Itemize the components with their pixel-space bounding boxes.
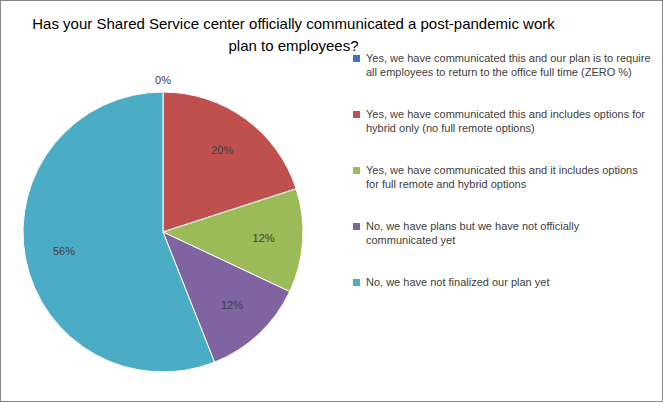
svg-text:56%: 56% <box>53 245 75 257</box>
html-text:Yes, we have communicated this: Yes, we have communicated this and it in… <box>366 164 638 190</box>
html-text:No, we have plans but we have: No, we have plans but we have not offici… <box>366 220 580 246</box>
svg-text:12%: 12% <box>253 232 275 244</box>
html-text:Yes, we have communicated this: Yes, we have communicated this and our p… <box>366 52 651 78</box>
html-text:Yes, we have communicated this: Yes, we have communicated this and inclu… <box>366 108 645 134</box>
svg-text:12%: 12% <box>221 299 243 311</box>
svg-text:20%: 20% <box>211 144 233 156</box>
html-text:No, we have not finalized our: No, we have not finalized our plan yet <box>366 276 550 288</box>
svg-text:0%: 0% <box>155 74 171 86</box>
html-text:Has your Shared Service center: Has your Shared Service center officiall… <box>32 15 555 54</box>
